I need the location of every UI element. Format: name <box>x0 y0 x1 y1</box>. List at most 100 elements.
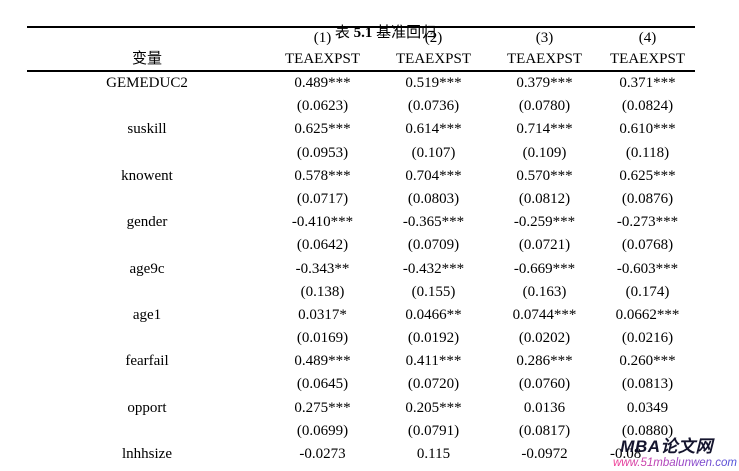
standard-error-cell: (0.0709) <box>407 237 460 254</box>
coefficient-row: fearfail 0.489*** 0.411*** 0.286*** 0.260*** <box>27 350 695 373</box>
coefficient-cell: 0.260*** <box>619 353 676 370</box>
variable-name-empty <box>27 234 267 257</box>
coefficient-cell: 0.0466** <box>405 306 462 323</box>
coefficient-cell: 0.0662*** <box>615 306 680 323</box>
variable-name: lnhhsize <box>122 446 172 462</box>
column-number: (2) <box>424 30 443 46</box>
coefficient-cell: -0.410*** <box>291 214 354 231</box>
coefficient-cell: 0.0317* <box>298 306 347 323</box>
coefficient-cell: -0.273*** <box>616 214 679 231</box>
variable-name-empty <box>27 281 267 304</box>
coefficient-cell: 0.379*** <box>516 75 573 91</box>
variable-name: age9c <box>129 260 165 277</box>
coefficient-cell: 0.489*** <box>294 75 351 91</box>
coefficient-cell: 0.411*** <box>405 353 462 370</box>
coefficient-cell: -0.432*** <box>402 260 465 277</box>
column-dependent-variable: TEAEXPST <box>396 51 471 67</box>
coefficient-cell: 0.578*** <box>294 167 351 184</box>
column-number: (4) <box>638 30 657 46</box>
coefficient-cell: -0.603*** <box>616 260 679 277</box>
standard-error-cell: (0.0216) <box>621 330 674 347</box>
standard-error-cell: (0.163) <box>522 283 567 300</box>
coefficient-cell: 0.275*** <box>294 399 351 416</box>
column-dependent-variable: TEAEXPST <box>610 51 685 67</box>
standard-error-row: (0.138) (0.155) (0.163) (0.174) <box>27 281 695 304</box>
standard-error-cell: (0.0780) <box>518 98 571 115</box>
table-title: 表 5.1 基准回归 <box>27 4 729 59</box>
header-empty-cell <box>27 28 267 49</box>
standard-error-cell: (0.0824) <box>621 98 674 115</box>
standard-error-cell: (0.0760) <box>518 376 571 393</box>
variable-name-empty <box>27 142 267 165</box>
standard-error-cell: (0.0813) <box>621 376 674 393</box>
coefficient-row: GEMEDUC2 0.489*** 0.519*** 0.379*** 0.371*** <box>27 72 695 95</box>
column-dependent-variable: TEAEXPST <box>507 51 582 67</box>
standard-error-row: (0.0717) (0.0803) (0.0812) (0.0876) <box>27 188 695 211</box>
variable-name: knowent <box>121 167 173 184</box>
watermark-brand: MBA论文网 <box>620 437 713 456</box>
coefficient-row: age1 0.0317* 0.0466** 0.0744*** 0.0662*** <box>27 304 695 327</box>
standard-error-cell: (0.0717) <box>296 190 349 207</box>
table-header: (1) (2) (3) (4) 变量 TEAEXPST TEAEXPST TEA… <box>27 28 695 72</box>
table-title-number: 5.1 <box>353 25 373 41</box>
regression-table: (1) (2) (3) (4) 变量 TEAEXPST TEAEXPST TEA… <box>27 26 695 466</box>
variable-name: GEMEDUC2 <box>106 75 188 91</box>
standard-error-cell: (0.0202) <box>518 330 571 347</box>
standard-error-cell: (0.0720) <box>407 376 460 393</box>
standard-error-cell: (0.107) <box>411 144 456 161</box>
standard-error-cell: (0.138) <box>300 283 345 300</box>
coefficient-cell: 0.0136 <box>523 399 566 416</box>
standard-error-row: (0.0642) (0.0709) (0.0721) (0.0768) <box>27 234 695 257</box>
coefficient-row: lnhhsize -0.0273 0.115 -0.0972 -0.08 <box>27 443 695 466</box>
coefficient-cell: -0.08 <box>610 446 642 462</box>
standard-error-cell: (0.0623) <box>296 98 349 115</box>
coefficient-cell: 0.625*** <box>294 121 351 138</box>
coefficient-cell: 0.714*** <box>516 121 573 138</box>
header-row-model-numbers: (1) (2) (3) (4) <box>27 28 695 49</box>
standard-error-cell: (0.0645) <box>296 376 349 393</box>
column-number: (3) <box>535 30 554 46</box>
standard-error-cell: (0.0699) <box>296 422 349 439</box>
standard-error-cell: (0.0817) <box>518 422 571 439</box>
variable-name: suskill <box>127 121 167 138</box>
coefficient-row: suskill 0.625*** 0.614*** 0.714*** 0.610*** <box>27 118 695 141</box>
variable-name-empty <box>27 95 267 118</box>
table-title-suffix: 基准回归 <box>372 25 437 41</box>
variable-name: gender <box>126 214 168 231</box>
variable-name-empty <box>27 327 267 350</box>
standard-error-cell: (0.0812) <box>518 190 571 207</box>
standard-error-cell: (0.0953) <box>296 144 349 161</box>
standard-error-row: (0.0623) (0.0736) (0.0780) (0.0824) <box>27 95 695 118</box>
coefficient-row: knowent 0.578*** 0.704*** 0.570*** 0.625*** <box>27 165 695 188</box>
variable-name: fearfail <box>125 353 169 370</box>
standard-error-cell: (0.155) <box>411 283 456 300</box>
coefficient-cell: 0.570*** <box>516 167 573 184</box>
coefficient-cell: 0.610*** <box>619 121 676 138</box>
coefficient-row: gender -0.410*** -0.365*** -0.259*** -0.273*… <box>27 211 695 234</box>
variable-name-empty <box>27 188 267 211</box>
standard-error-cell: (0.118) <box>625 144 670 161</box>
coefficient-cell: 0.371*** <box>619 75 676 91</box>
column-number: (1) <box>313 30 332 46</box>
standard-error-cell: (0.0721) <box>518 237 571 254</box>
variable-name: age1 <box>132 306 162 323</box>
coefficient-cell: -0.669*** <box>513 260 576 277</box>
standard-error-row: (0.0699) (0.0791) (0.0817) (0.0880) <box>27 420 695 443</box>
standard-error-cell: (0.109) <box>522 144 567 161</box>
coefficient-cell: 0.625*** <box>619 167 676 184</box>
coefficient-cell: 0.704*** <box>405 167 462 184</box>
coefficient-row: age9c -0.343** -0.432*** -0.669*** -0.603*** <box>27 258 695 281</box>
variable-name: opport <box>127 399 167 416</box>
variable-name-empty <box>27 420 267 443</box>
standard-error-cell: (0.0880) <box>621 422 674 439</box>
coefficient-cell: -0.259*** <box>513 214 576 231</box>
standard-error-row: (0.0953) (0.107) (0.109) (0.118) <box>27 142 695 165</box>
standard-error-cell: (0.0803) <box>407 190 460 207</box>
standard-error-cell: (0.0192) <box>407 330 460 347</box>
coefficient-cell: 0.286*** <box>516 353 573 370</box>
table-body: GEMEDUC2 0.489*** 0.519*** 0.379*** 0.371***… <box>27 72 695 466</box>
standard-error-cell: (0.0736) <box>407 98 460 115</box>
standard-error-cell: (0.0768) <box>621 237 674 254</box>
coefficient-cell: 0.0349 <box>626 399 669 416</box>
